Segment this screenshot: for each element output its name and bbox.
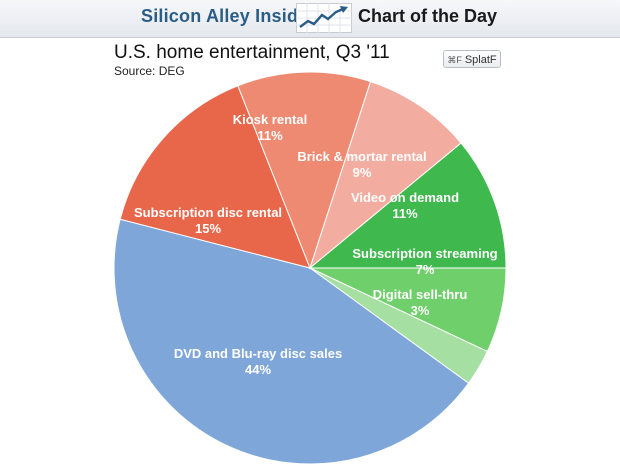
slice-label-digital-sell-thru: Digital sell-thru: [373, 287, 468, 302]
pie-slice-dvd-and-blu-ray-disc-sales: [113, 218, 470, 465]
rising-line-chart-icon: [296, 3, 352, 33]
slice-label-brick-mortar-rental: Brick & mortar rental: [297, 149, 426, 164]
slice-value-dvd-and-blu-ray-disc-sales: 44%: [245, 362, 271, 377]
slice-label-kiosk-rental: Kiosk rental: [233, 112, 307, 127]
slice-value-subscription-streaming: 7%: [416, 262, 435, 277]
slice-value-subscription-disc-rental: 15%: [195, 221, 221, 236]
pie-slice-subscription-disc-rental: [119, 85, 311, 269]
slice-label-video-on-demand: Video on demand: [351, 190, 459, 205]
slice-value-kiosk-rental: 11%: [257, 128, 283, 143]
header-bar: Silicon Alley Insider Chart of the Day: [0, 0, 620, 38]
splatf-logo-icon: ⌘F: [447, 55, 462, 65]
chart-title: U.S. home entertainment, Q3 '11: [114, 42, 390, 63]
pie-slice-video-on-demand: [308, 142, 507, 269]
pie-slice-brick-mortar-rental: [308, 80, 462, 270]
section-title: Chart of the Day: [358, 6, 498, 26]
slice-value-brick-mortar-rental: 9%: [353, 165, 372, 180]
chart-source: Source: DEG: [114, 64, 185, 78]
slice-label-subscription-disc-rental: Subscription disc rental: [134, 205, 282, 220]
slice-label-dvd-and-blu-ray-disc-sales: DVD and Blu-ray disc sales: [174, 346, 342, 361]
slice-value-digital-sell-thru: 3%: [411, 303, 430, 318]
slice-value-video-on-demand: 11%: [392, 206, 418, 221]
brand-name[interactable]: Silicon Alley Insider: [141, 6, 316, 26]
slice-label-subscription-streaming: Subscription streaming: [352, 246, 497, 261]
pie-slice-kiosk-rental: [237, 71, 372, 270]
splatf-label: SplatF: [464, 54, 497, 66]
splatf-badge[interactable]: ⌘F SplatF: [443, 50, 501, 68]
